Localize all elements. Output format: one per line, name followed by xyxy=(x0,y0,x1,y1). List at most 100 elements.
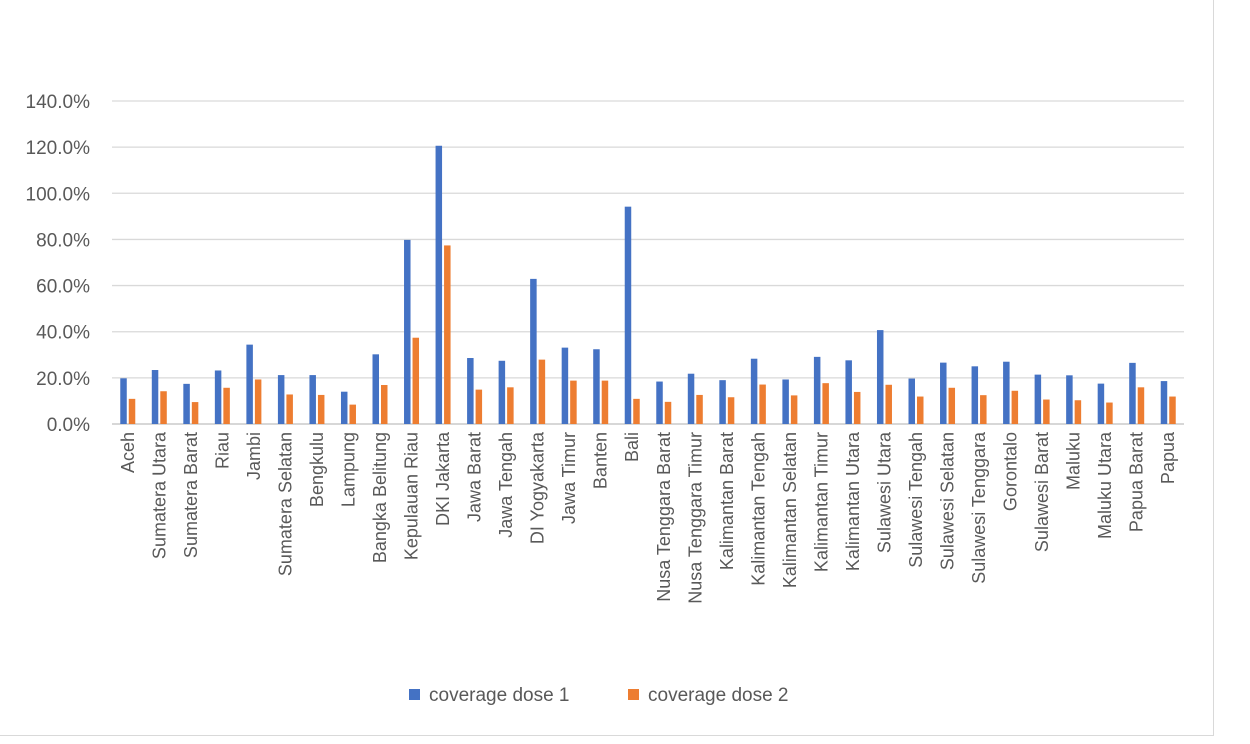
x-tick-label: Sulawesi Selatan xyxy=(938,432,958,570)
x-tick-label: Gorontalo xyxy=(1001,432,1021,511)
bar-dose2 xyxy=(1169,396,1176,424)
bar-dose2 xyxy=(160,391,167,424)
bar-dose1 xyxy=(845,360,852,424)
bar-dose1 xyxy=(120,378,127,424)
x-tick-label: Kalimantan Selatan xyxy=(780,432,800,588)
bar-dose1 xyxy=(750,358,758,424)
bar-dose1 xyxy=(246,344,253,424)
bar-dose1 xyxy=(940,362,947,424)
x-tick-label: Jambi xyxy=(244,432,264,480)
x-tick-label: Kalimantan Timur xyxy=(811,432,831,572)
bar-dose1 xyxy=(656,381,663,424)
bar-dose2 xyxy=(601,380,609,424)
x-tick-label: Kalimantan Tengah xyxy=(748,432,768,586)
legend-swatch xyxy=(409,689,420,700)
x-tick-label: Papua Barat xyxy=(1127,432,1147,532)
x-tick-label: Sulawesi Tengah xyxy=(906,432,926,568)
bar-dose2 xyxy=(254,379,262,424)
bar-dose1 xyxy=(971,366,979,424)
x-tick-label: DKI Jakarta xyxy=(433,431,453,526)
bar-dose1 xyxy=(1066,375,1073,424)
bar-dose2 xyxy=(759,384,766,424)
legend: coverage dose 1 coverage dose 2 xyxy=(409,685,789,706)
x-tick-label: Aceh xyxy=(118,432,138,473)
bar-dose2 xyxy=(444,245,451,424)
bar-dose1 xyxy=(908,378,915,424)
bar-dose2 xyxy=(822,383,829,424)
bar-dose1 xyxy=(813,356,821,424)
bar-dose2 xyxy=(633,398,640,424)
y-tick-label: 60.0% xyxy=(36,277,90,298)
legend-label: coverage dose 2 xyxy=(648,685,789,706)
bar-dose2 xyxy=(1011,390,1019,424)
bar-dose1 xyxy=(1097,383,1105,424)
bar-dose2 xyxy=(128,398,136,424)
x-tick-label: Nusa Tenggara Timur xyxy=(685,432,705,604)
legend-swatch xyxy=(628,689,639,700)
y-tick-label: 0.0% xyxy=(47,415,90,436)
bar-dose1 xyxy=(1129,362,1136,424)
bar-dose2 xyxy=(191,402,199,424)
x-tick-label: Maluku xyxy=(1064,432,1084,490)
bar-dose1 xyxy=(1003,361,1010,424)
y-tick-label: 120.0% xyxy=(26,138,91,159)
y-tick-label: 80.0% xyxy=(36,230,90,251)
x-tick-label: Sulawesi Barat xyxy=(1032,432,1052,552)
bar-dose1 xyxy=(214,370,222,424)
bar-dose2 xyxy=(885,384,892,424)
x-tick-label: Bengkulu xyxy=(307,432,327,507)
bar-dose1 xyxy=(277,375,285,424)
x-tick-label: Kalimantan Utara xyxy=(843,431,863,571)
bar-dose1 xyxy=(719,380,726,424)
y-tick-label: 140.0% xyxy=(26,92,91,113)
bar-dose2 xyxy=(980,395,987,424)
bar-dose1 xyxy=(435,145,443,424)
bar-dose1 xyxy=(498,360,506,424)
bar-dose2 xyxy=(664,401,672,424)
y-axis: 0.0% 20.0% 40.0% 60.0% 80.0% 100.0% 120.0% 140.… xyxy=(26,92,91,436)
chart-area xyxy=(0,0,1214,736)
x-tick-label: Nusa Tenggara Barat xyxy=(654,432,674,602)
bars xyxy=(120,145,1176,424)
x-tick-label: Jawa Barat xyxy=(465,432,485,522)
bar-dose1 xyxy=(876,330,884,424)
bar-dose2 xyxy=(1074,400,1082,424)
bar-dose1 xyxy=(624,206,632,424)
gridlines xyxy=(112,100,1184,425)
x-tick-label: Papua xyxy=(1158,431,1178,484)
bar-dose1 xyxy=(309,375,316,424)
bar-dose1 xyxy=(1160,381,1168,424)
bar-dose2 xyxy=(475,389,483,424)
x-tick-label: Bangka Belitung xyxy=(370,432,390,563)
bar-dose2 xyxy=(538,359,546,424)
x-tick-label: Sumatera Barat xyxy=(181,432,201,558)
x-tick-label: Sumatera Selatan xyxy=(275,432,295,576)
bar-dose2 xyxy=(317,394,325,424)
bar-dose2 xyxy=(570,380,577,424)
x-tick-label: Maluku Utara xyxy=(1095,431,1115,539)
x-tick-label: Sulawesi Tenggara xyxy=(969,431,989,584)
bar-dose1 xyxy=(593,349,600,424)
bar-dose1 xyxy=(183,383,190,424)
bar-dose2 xyxy=(286,394,293,424)
x-tick-label: Riau xyxy=(212,432,232,469)
y-tick-label: 40.0% xyxy=(36,323,90,344)
x-tick-label: Kepulauan Riau xyxy=(402,432,422,560)
bar-dose1 xyxy=(687,373,695,424)
bar-dose2 xyxy=(696,394,703,424)
x-tick-label: Sulawesi Utara xyxy=(874,431,894,553)
bar-dose2 xyxy=(853,391,861,424)
bar-dose2 xyxy=(507,387,514,424)
y-tick-label: 100.0% xyxy=(26,184,91,205)
legend-label: coverage dose 1 xyxy=(429,685,570,706)
bar-dose2 xyxy=(917,396,924,424)
bar-dose2 xyxy=(1137,387,1145,424)
bar-dose1 xyxy=(1034,374,1042,424)
bar-dose2 xyxy=(948,387,956,424)
bar-dose2 xyxy=(349,404,356,424)
x-tick-label: Bali xyxy=(622,432,642,462)
x-tick-label: Lampung xyxy=(338,432,358,507)
y-tick-label: 20.0% xyxy=(36,369,90,390)
x-tick-label: Sumatera Utara xyxy=(149,431,169,559)
